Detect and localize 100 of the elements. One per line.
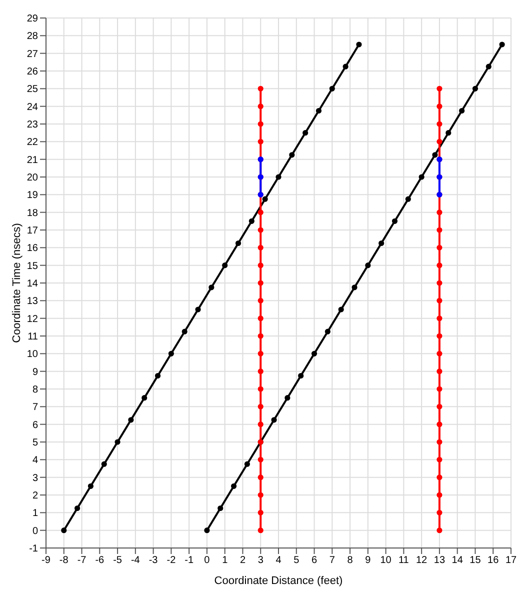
y-tick-label: 23 [26, 120, 38, 131]
point [436, 244, 442, 250]
point [258, 104, 264, 110]
point [258, 121, 264, 127]
point [436, 262, 442, 268]
point [436, 404, 442, 410]
x-tick-label: 11 [398, 555, 410, 566]
point [329, 86, 335, 92]
point [142, 395, 148, 401]
x-tick-label: -3 [148, 555, 158, 566]
y-tick-label: 9 [32, 366, 38, 378]
y-tick-label: 26 [26, 66, 38, 78]
point [74, 505, 80, 512]
y-tick-label: 19 [26, 190, 38, 202]
x-tick-label: 7 [329, 555, 336, 566]
point [258, 510, 264, 516]
point [378, 240, 384, 246]
y-tick-label: 11 [28, 332, 38, 343]
y-tick-label: 8 [32, 384, 38, 396]
point [284, 395, 290, 401]
x-tick-label: 5 [294, 555, 300, 566]
x-tick-label: 12 [416, 555, 428, 566]
point [276, 174, 282, 180]
point [258, 138, 264, 144]
point [436, 474, 442, 480]
point [436, 316, 442, 322]
point [258, 244, 264, 250]
x-tick-label: 0 [204, 555, 210, 566]
point [436, 350, 442, 356]
point [436, 368, 442, 374]
y-tick-label: 18 [26, 208, 38, 219]
point [258, 316, 264, 322]
x-axis-title: Coordinate Distance (feet) [214, 575, 343, 587]
x-tick-label: -2 [166, 555, 176, 566]
point [338, 306, 344, 312]
point [258, 528, 264, 534]
point [472, 86, 478, 92]
y-tick-label: 12 [26, 314, 38, 325]
point [208, 284, 214, 290]
point [446, 130, 452, 136]
y-tick-label: 22 [26, 137, 38, 148]
point [342, 64, 348, 70]
x-tick-label: 14 [452, 555, 464, 566]
point [218, 505, 224, 512]
point [182, 328, 188, 334]
point [499, 42, 505, 48]
point [258, 386, 264, 392]
point [392, 218, 398, 224]
point [258, 227, 264, 233]
point [114, 439, 120, 445]
y-tick-label: 6 [32, 420, 38, 431]
point [436, 422, 442, 428]
point [436, 210, 442, 216]
y-tick-label: 0 [32, 526, 38, 537]
y-tick-label: 24 [26, 102, 38, 113]
x-tick-label: 6 [311, 555, 318, 566]
point [258, 86, 264, 92]
y-tick-label: 17 [26, 226, 38, 237]
point [61, 528, 67, 534]
point [204, 528, 210, 534]
point [324, 328, 330, 334]
point [271, 417, 277, 423]
point [365, 262, 371, 268]
point [154, 372, 161, 379]
y-tick-label: -1 [29, 544, 38, 555]
point [258, 210, 264, 216]
point [258, 474, 264, 480]
x-tick-label: 3 [258, 555, 264, 566]
y-tick-label: 3 [32, 472, 38, 484]
point [436, 528, 442, 534]
y-tick-label: 28 [26, 31, 38, 42]
point [436, 456, 442, 462]
y-tick-label: 15 [26, 260, 38, 272]
point [352, 284, 358, 290]
point [418, 174, 424, 180]
y-tick-label: 25 [26, 84, 38, 96]
point [298, 372, 304, 379]
point [235, 240, 242, 246]
y-tick-label: 7 [32, 402, 38, 414]
point [230, 483, 237, 489]
x-tick-label: 9 [365, 555, 372, 566]
x-tick-label: 16 [488, 555, 500, 566]
point [258, 492, 264, 498]
y-axis-title: Coordinate Time (nsecs) [10, 223, 23, 343]
point [258, 368, 264, 374]
x-tick-label: 4 [276, 555, 282, 566]
point [101, 461, 107, 467]
point [289, 152, 295, 158]
x-tick-label: -7 [77, 555, 87, 566]
point [436, 298, 442, 304]
point [128, 417, 134, 423]
point [436, 227, 442, 233]
y-tick-label: 5 [32, 438, 38, 449]
x-tick-label: 2 [240, 555, 246, 566]
x-tick-label: 15 [470, 555, 482, 566]
point [258, 333, 264, 339]
point [316, 108, 322, 114]
y-tick-label: 16 [26, 243, 38, 254]
point [248, 218, 254, 224]
y-tick-label: 27 [26, 48, 38, 60]
